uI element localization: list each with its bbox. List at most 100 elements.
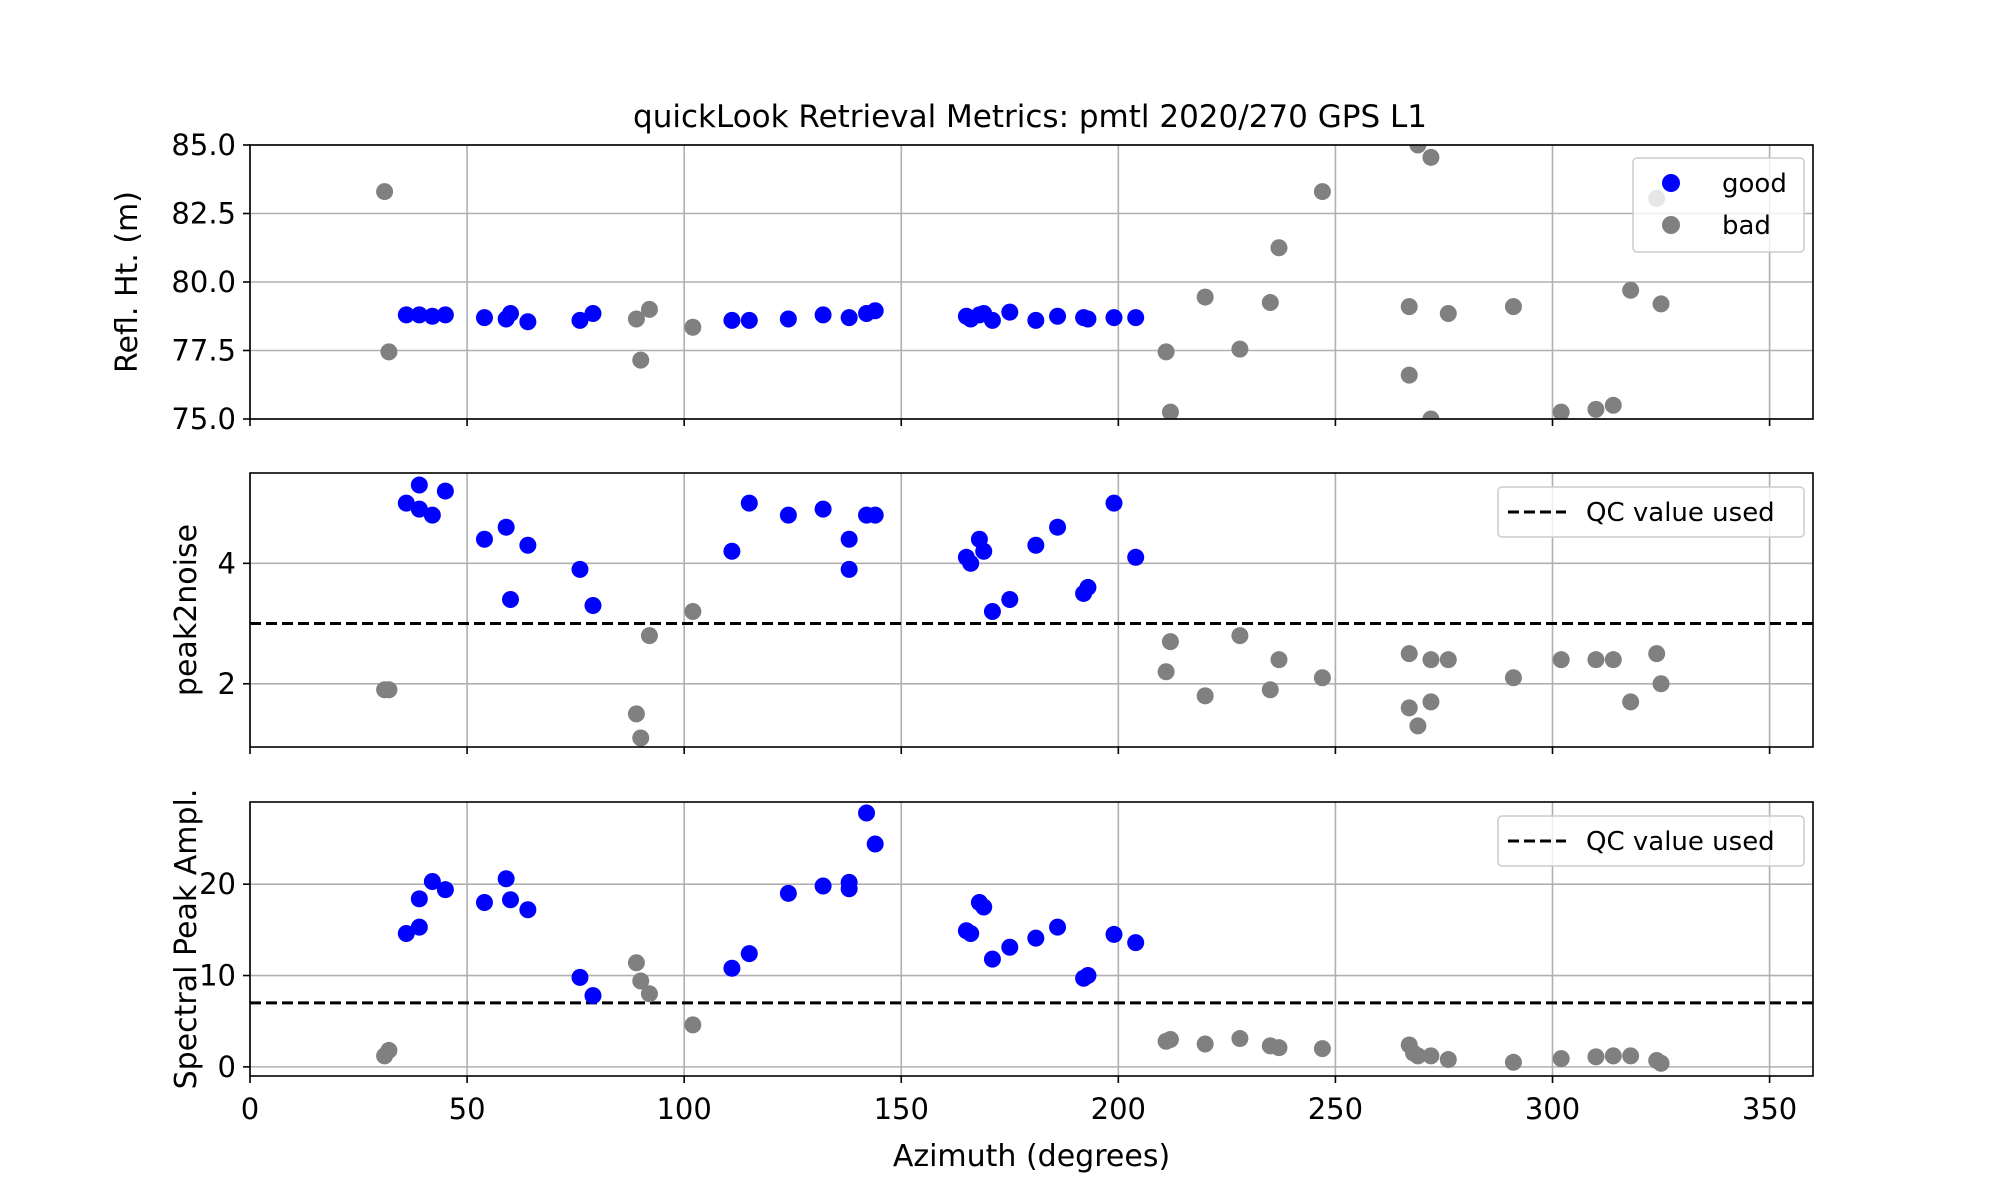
point-bad [1587,400,1605,418]
point-good [497,870,515,888]
point-bad [1261,681,1279,699]
point-bad [1552,651,1570,669]
point-good [740,494,758,512]
point-bad [632,972,650,990]
point-bad [640,300,658,318]
point-good [866,302,884,320]
point-good [1027,929,1045,947]
point-bad [376,183,394,201]
point-good [1127,934,1145,952]
point-bad [627,954,645,972]
x-tick-label: 0 [241,1092,259,1126]
point-good [571,560,589,578]
point-bad [1552,1050,1570,1068]
grid [249,144,1813,420]
point-bad [1270,1039,1288,1057]
point-bad [1313,1040,1331,1058]
point-good [1079,578,1097,596]
point-bad [1652,1054,1670,1072]
y-tick-label: 4 [218,546,236,580]
point-bad [1409,145,1427,154]
point-good [840,560,858,578]
point-bad [1400,645,1418,663]
point-bad [684,318,702,336]
point-good [519,313,537,331]
point-good [740,311,758,329]
y-tick-label: 20 [199,867,236,901]
point-bad [684,603,702,621]
point-good [410,306,428,324]
point-good [866,835,884,853]
axes-frame [249,801,1814,1077]
point-bad [640,627,658,645]
point-good [983,311,1001,329]
point-good [1079,310,1097,328]
data-points [376,804,1670,1072]
data-points [376,476,1670,747]
y-tick-label: 0 [218,1050,236,1084]
point-good [983,950,1001,968]
point-bad [1439,1051,1457,1069]
point-bad [1504,1053,1522,1071]
point-bad [380,343,398,361]
point-good [519,901,537,919]
point-good [840,880,858,898]
point-bad [1652,295,1670,313]
point-good [475,309,493,327]
y-tick-label: 80.0 [171,265,236,299]
legend-label-qc: QC value used [1586,827,1775,857]
point-good [584,305,602,323]
point-good [502,590,519,608]
point-bad [1157,663,1175,681]
point-bad [1604,1047,1622,1065]
y-axis-label: Refl. Ht. (m) [110,191,145,373]
point-good [397,306,415,324]
legend-marker-good [1662,174,1680,192]
point-bad [1400,366,1418,384]
point-bad [1196,1035,1214,1053]
x-tick-label: 350 [1742,1092,1797,1126]
point-bad [1622,1047,1640,1065]
x-tick-label: 200 [1091,1092,1146,1126]
point-bad [640,985,658,1003]
point-good [1001,938,1019,956]
point-bad [632,351,650,369]
point-good [1079,967,1097,985]
x-tick-label: 300 [1525,1092,1580,1126]
point-good [436,482,454,500]
point-good [1027,311,1045,329]
point-good [779,506,797,524]
point-good [1049,518,1067,536]
point-good [475,530,493,548]
point-bad [1231,340,1249,358]
point-bad [1409,1047,1427,1065]
legend-marker-bad [1662,216,1680,234]
point-good [1105,494,1123,512]
point-bad [1313,183,1331,201]
point-good [723,311,741,329]
point-good [858,804,876,822]
point-good [983,603,1001,621]
x-tick-label: 50 [449,1092,486,1126]
point-good [866,506,884,524]
point-good [975,542,993,560]
legend: QC value used [1497,486,1805,538]
point-bad [1622,693,1640,711]
legend-box [1497,486,1805,538]
y-tick-label: 75.0 [171,402,236,436]
legend-label-good: good [1722,169,1787,199]
data-points [376,145,1670,419]
point-bad [1422,693,1440,711]
point-bad [380,1041,398,1059]
point-good [962,554,980,572]
point-good [397,925,415,943]
point-good [571,311,589,329]
point-bad [1422,410,1440,419]
x-tick-label: 250 [1308,1092,1363,1126]
y-tick-label: 77.5 [171,334,236,368]
point-good [1049,918,1067,936]
point-good [1127,548,1145,566]
point-bad [1157,343,1175,361]
point-good [475,893,493,911]
point-good [436,881,454,899]
